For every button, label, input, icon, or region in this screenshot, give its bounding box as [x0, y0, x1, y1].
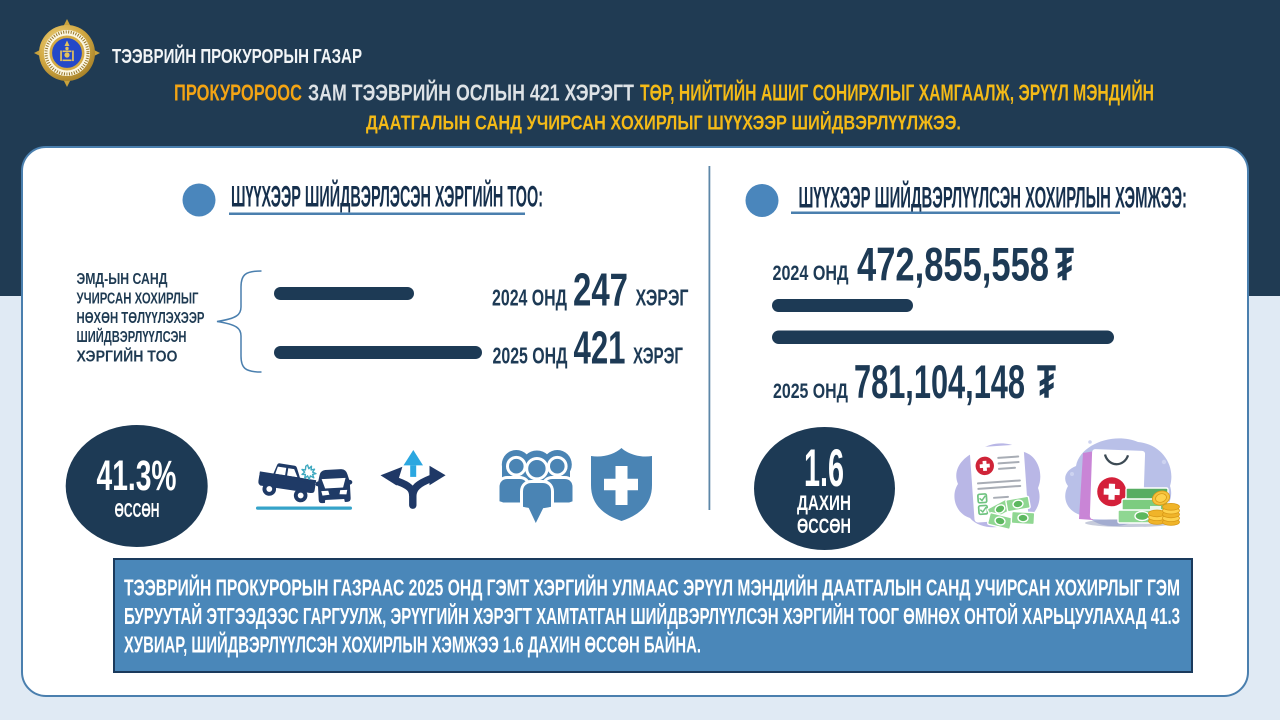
svg-text:247: 247	[573, 264, 628, 316]
svg-text:ХЭРЭГ: ХЭРЭГ	[636, 285, 689, 311]
svg-text:ТӨР, НИЙТИЙН АШИГ СОНИРХЛЫГ ХА: ТӨР, НИЙТИЙН АШИГ СОНИРХЛЫГ ХАМГААЛЖ, ЭР…	[640, 79, 1154, 106]
svg-text:ЗАМ ТЭЭВРИЙН ОСЛЫН 421 ХЭРЭГТ: ЗАМ ТЭЭВРИЙН ОСЛЫН 421 ХЭРЭГТ	[308, 79, 635, 106]
svg-text:421: 421	[574, 322, 626, 374]
svg-text:472,855,558: 472,855,558	[857, 239, 1049, 292]
svg-text:НӨХӨН ТӨЛҮҮЛЭХЭЭР: НӨХӨН ТӨЛҮҮЛЭХЭЭР	[77, 310, 205, 327]
svg-text:2025 ОНД: 2025 ОНД	[493, 343, 568, 369]
svg-text:УЧИРСАН ХОХИРЛЫГ: УЧИРСАН ХОХИРЛЫГ	[77, 290, 199, 307]
svg-text:ЭМД-ЫН САНД: ЭМД-ЫН САНД	[77, 271, 168, 288]
svg-text:ШҮҮХЭЭР ШИЙДВЭРЛЭСЭН ХЭРГИЙН Т: ШҮҮХЭЭР ШИЙДВЭРЛЭСЭН ХЭРГИЙН ТОО:	[231, 180, 543, 214]
svg-text:ӨССӨН: ӨССӨН	[115, 500, 160, 522]
svg-text:1.6: 1.6	[804, 439, 844, 498]
svg-text:ДАХИН: ДАХИН	[797, 492, 851, 515]
svg-text:₮: ₮	[1037, 356, 1056, 409]
svg-text:ХЭРГИЙН ТОО: ХЭРГИЙН ТОО	[77, 347, 178, 366]
svg-text:ТЭЭВРИЙН ПРОКУРОРЫН ГАЗАР: ТЭЭВРИЙН ПРОКУРОРЫН ГАЗАР	[112, 44, 362, 68]
svg-text:2024 ОНД: 2024 ОНД	[492, 285, 567, 311]
svg-text:41.3%: 41.3%	[97, 453, 177, 500]
svg-text:ШҮҮХЭЭР ШИЙДВЭРЛҮҮЛСЭН ХОХИРЛЫ: ШҮҮХЭЭР ШИЙДВЭРЛҮҮЛСЭН ХОХИРЛЫН ХЭМЖЭЭ:	[799, 181, 1188, 215]
svg-text:781,104,148: 781,104,148	[854, 356, 1025, 409]
svg-text:ХЭРЭГ: ХЭРЭГ	[633, 343, 683, 369]
svg-text:ШИЙДВЭРЛҮҮЛСЭН: ШИЙДВЭРЛҮҮЛСЭН	[77, 327, 187, 346]
svg-text:ТЭЭВРИЙН ПРОКУРОРЫН ГАЗРААС 20: ТЭЭВРИЙН ПРОКУРОРЫН ГАЗРААС 2025 ОНД ГЭМ…	[124, 574, 1180, 601]
svg-text:2025 ОНД: 2025 ОНД	[773, 380, 848, 403]
svg-text:ДААТГАЛЫН САНД УЧИРСАН ХОХИРЛЫ: ДААТГАЛЫН САНД УЧИРСАН ХОХИРЛЫГ ШҮҮХЭЭР …	[366, 111, 961, 135]
svg-text:2024 ОНД: 2024 ОНД	[773, 262, 849, 285]
svg-text:ХУВИАР, ШИЙДВЭРЛҮҮЛСЭН ХОХИРЛЫ: ХУВИАР, ШИЙДВЭРЛҮҮЛСЭН ХОХИРЛЫН ХЭМЖЭЭ 1…	[124, 631, 701, 658]
svg-text:ӨССӨН: ӨССӨН	[797, 515, 851, 538]
svg-text:ПРОКУРОРООС: ПРОКУРОРООС	[174, 80, 302, 106]
svg-text:БУРУУТАЙ ЭТГЭЭДЭЭС ГАРГУУЛЖ, Э: БУРУУТАЙ ЭТГЭЭДЭЭС ГАРГУУЛЖ, ЭРҮҮГИЙН ХЭ…	[124, 602, 1180, 629]
svg-text:₮: ₮	[1055, 239, 1074, 292]
